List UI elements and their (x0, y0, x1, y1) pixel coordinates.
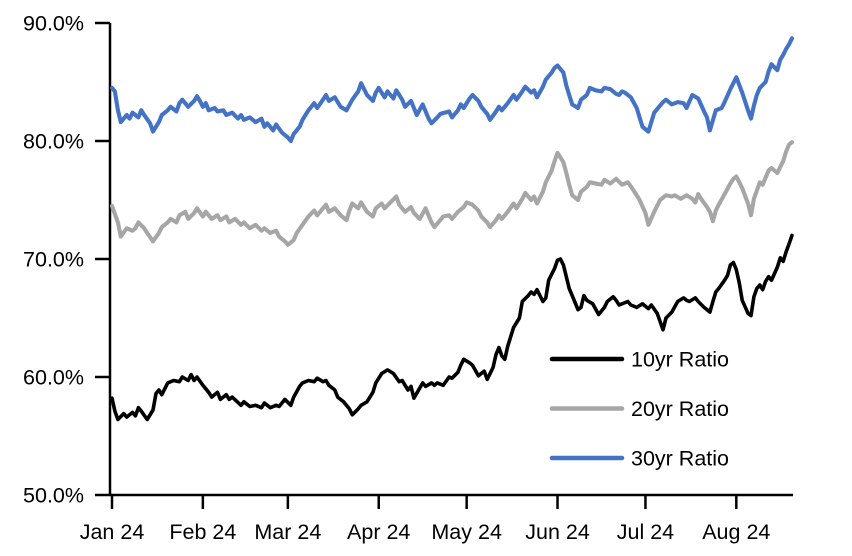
legend-label-20yr-ratio: 20yr Ratio (631, 397, 729, 421)
x-axis-tick-label: Apr 24 (347, 520, 410, 544)
x-axis-tick-label: Jan 24 (80, 520, 145, 544)
legend-label-30yr-ratio: 30yr Ratio (631, 447, 729, 471)
x-axis-tick-label: Feb 24 (169, 520, 236, 544)
y-axis-tick-label: 60.0% (23, 366, 84, 390)
y-axis-tick-label: 90.0% (23, 12, 84, 36)
series-20yr-ratio-line (109, 140, 795, 247)
y-axis-tick-label: 50.0% (23, 484, 84, 508)
y-axis-tick-label: 80.0% (23, 130, 84, 154)
x-axis-tick-label: Jul 24 (617, 520, 674, 544)
series-30yr-ratio-line (109, 36, 795, 144)
x-axis-tick-label: Aug 24 (702, 520, 770, 544)
series-10yr-ratio-line (110, 233, 794, 422)
x-axis-tick-label: Jun 24 (525, 520, 590, 544)
legend-label-10yr-ratio: 10yr Ratio (631, 348, 729, 372)
x-axis-tick-label: Mar 24 (254, 520, 321, 544)
y-axis-tick-label: 70.0% (23, 248, 84, 272)
x-axis-tick-label: May 24 (431, 520, 502, 544)
